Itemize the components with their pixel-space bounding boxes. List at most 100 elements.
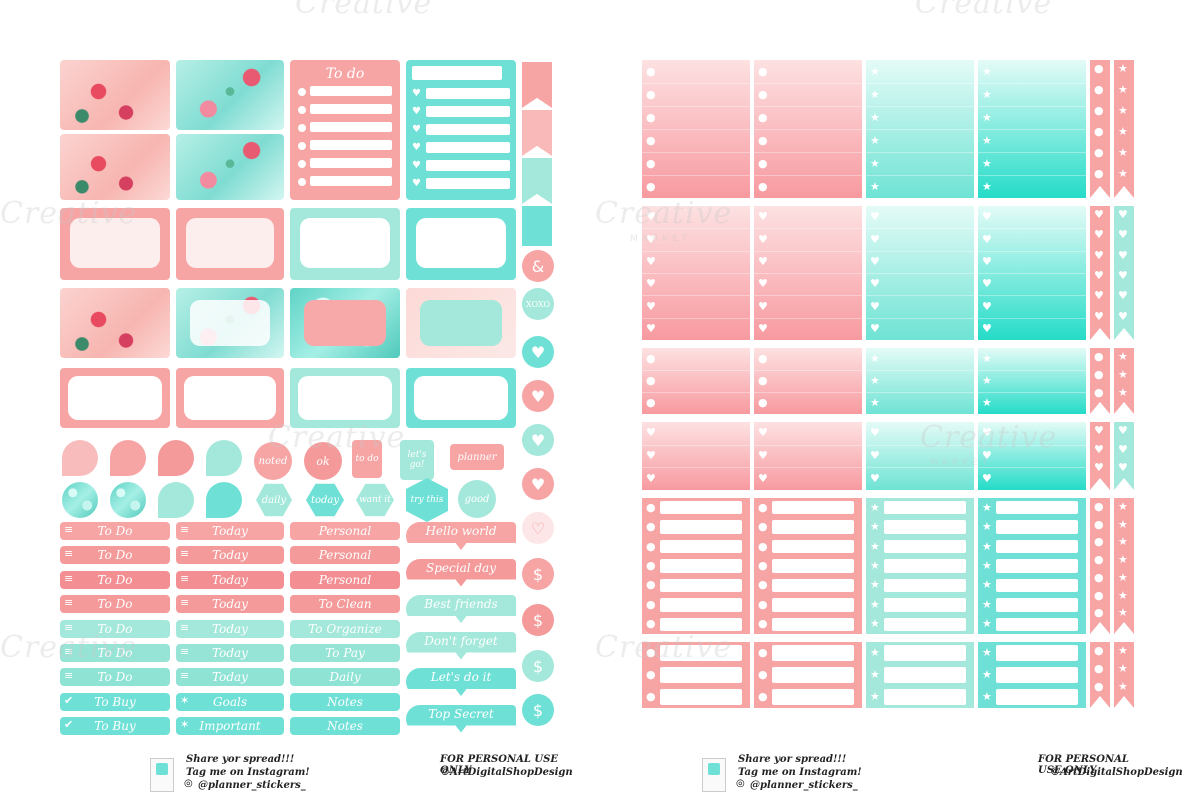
- watercolor-frame: [176, 288, 284, 358]
- star-icon: ★: [1118, 606, 1128, 620]
- side-flag: ♥ ♥ ♥: [1090, 422, 1110, 490]
- heart-icon: ♥: [758, 210, 768, 224]
- label-strip-text: To Do: [97, 670, 133, 685]
- heart-icon: ♥: [982, 321, 992, 335]
- dot-icon: ●: [646, 396, 656, 409]
- drop-sticker: [62, 440, 98, 476]
- star-icon: ★: [870, 578, 880, 592]
- label-strip: To Organize: [290, 619, 400, 638]
- heart-icon: ♥: [1118, 461, 1128, 475]
- dot-icon: ●: [758, 179, 768, 193]
- checklist-column: ♥ ♥ ♥ ♥ ♥ ♥: [978, 206, 1086, 340]
- label-strip: To Pay: [290, 644, 400, 662]
- heart-icon: ♥: [982, 277, 992, 291]
- dollar-circle-sticker: $: [522, 694, 554, 726]
- lines-icon: ≡: [180, 571, 190, 585]
- lines-icon: ≡: [64, 645, 74, 658]
- star-icon: ★: [1118, 680, 1128, 693]
- logo-badge: [150, 758, 174, 792]
- label-strip-text: To Do: [97, 597, 133, 612]
- heart-icon: ♥: [1118, 442, 1128, 456]
- heart-icon: ♥: [522, 424, 554, 456]
- dot-icon: ●: [758, 87, 768, 101]
- star-icon: ✶: [180, 718, 190, 732]
- label-strip: Personal: [290, 570, 400, 589]
- dot-icon: ●: [646, 352, 656, 365]
- checklist-column: ♥ ♥ ♥ ♥ ♥ ♥: [642, 206, 750, 340]
- banner-text: Let's do it: [430, 670, 492, 684]
- side-flag: ♥ ♥ ♥ ♥ ♥ ♥: [1090, 206, 1110, 340]
- heart-icon: ♥: [646, 232, 656, 246]
- lines-icon: ≡: [64, 571, 74, 585]
- dot-icon: ●: [646, 539, 656, 553]
- label-strip: ≡ To Do: [60, 619, 170, 638]
- dot-icon: ●: [646, 374, 656, 387]
- flag-sticker: [522, 62, 552, 108]
- dot-icon: ●: [758, 133, 768, 147]
- dot-icon: ●: [1094, 662, 1104, 675]
- label-strip-text: To Pay: [325, 646, 365, 660]
- heart-icon: ♥: [982, 299, 992, 313]
- dot-icon: ●: [758, 110, 768, 124]
- ampersand-circle-sticker: &: [522, 250, 554, 282]
- heart-icon: ♥: [1118, 309, 1128, 323]
- star-icon: ★: [1118, 83, 1128, 96]
- heart-icon: ♥: [982, 471, 992, 485]
- heart-icon: ♥: [646, 277, 656, 291]
- heart-icon: ♥: [758, 471, 768, 485]
- heart-icon: ♥: [870, 426, 880, 440]
- star-icon: ★: [1118, 517, 1128, 531]
- star-icon: ★: [982, 179, 992, 193]
- star-icon: ★: [982, 64, 992, 78]
- watermark: Creative: [915, 0, 1053, 21]
- dot-icon: ●: [758, 520, 768, 534]
- checklist-column: ★ ★ ★ ★ ★ ★ ★: [978, 498, 1086, 634]
- label-strip: To Clean: [290, 595, 400, 614]
- star-icon: ★: [982, 539, 992, 553]
- instagram-handle: @planner_stickers_: [750, 780, 858, 791]
- drop-sticker: [158, 482, 194, 518]
- dot-icon: ●: [1094, 125, 1104, 138]
- star-icon: ★: [870, 617, 880, 631]
- heart-icon: ♥: [758, 426, 768, 440]
- instagram-handle: @planner_stickers_: [198, 780, 306, 791]
- heart-icon: ♥: [646, 210, 656, 224]
- frame-sticker: [176, 208, 284, 280]
- dot-icon: ●: [1094, 588, 1104, 602]
- star-icon: ★: [870, 539, 880, 553]
- floral-tile: [176, 60, 284, 130]
- dot-icon: ●: [646, 500, 656, 514]
- checklist-column: ♥ ♥ ♥: [866, 422, 974, 490]
- heart-icon: ♥: [758, 254, 768, 268]
- dollar-circle-sticker: $: [522, 604, 554, 636]
- planner-sticker: planner: [450, 444, 504, 470]
- dot-icon: ●: [1094, 350, 1104, 363]
- label-strip-text: Notes: [327, 719, 363, 734]
- label-strip: Notes: [290, 692, 400, 711]
- star-icon: ★: [870, 64, 880, 78]
- checklist-column: ★ ★ ★ ★ ★ ★ ★: [866, 498, 974, 634]
- checklist-column: ★ ★ ★ ★ ★ ★: [866, 60, 974, 198]
- dot-icon: ●: [646, 597, 656, 611]
- label-strip: ≡ To Do: [60, 522, 170, 540]
- share-text: Share yor spread!!!: [186, 754, 295, 765]
- star-icon: ★: [982, 617, 992, 631]
- label-strip-text: Today: [212, 524, 248, 538]
- star-icon: ★: [870, 396, 880, 409]
- heart-icon: ♥: [646, 321, 656, 335]
- heart-icon: ♥: [522, 380, 554, 412]
- heart-icon: ♥: [1094, 208, 1104, 221]
- heart-icon: ♥: [1118, 269, 1128, 282]
- check-icon: ✔: [64, 718, 74, 732]
- star-icon: ★: [870, 559, 880, 572]
- list-sticker: [60, 368, 170, 428]
- checklist-column: ● ● ●: [642, 348, 750, 414]
- banner-text: Hello world: [425, 524, 497, 538]
- watermark: Creative: [295, 0, 433, 21]
- dot-icon: ●: [646, 668, 656, 681]
- label-strip: ≡ Today: [176, 644, 284, 662]
- copyright-text: ©ArtDigitalShopDesign: [440, 767, 573, 778]
- right-sticker-sheet: ● ● ● ● ● ● ● ● ● ● ● ● ★ ★ ★ ★ ★ ★ ★ ★ ★ ★ ★ ★ ● ● ● ● ● ● ★ ★ ★ ★ ★ ★ ♥ ♥ ♥ ♥…: [642, 58, 1183, 800]
- dot-icon: ●: [1094, 606, 1104, 620]
- copyright-text: ©ArtDigitalShopDesign: [1050, 767, 1183, 778]
